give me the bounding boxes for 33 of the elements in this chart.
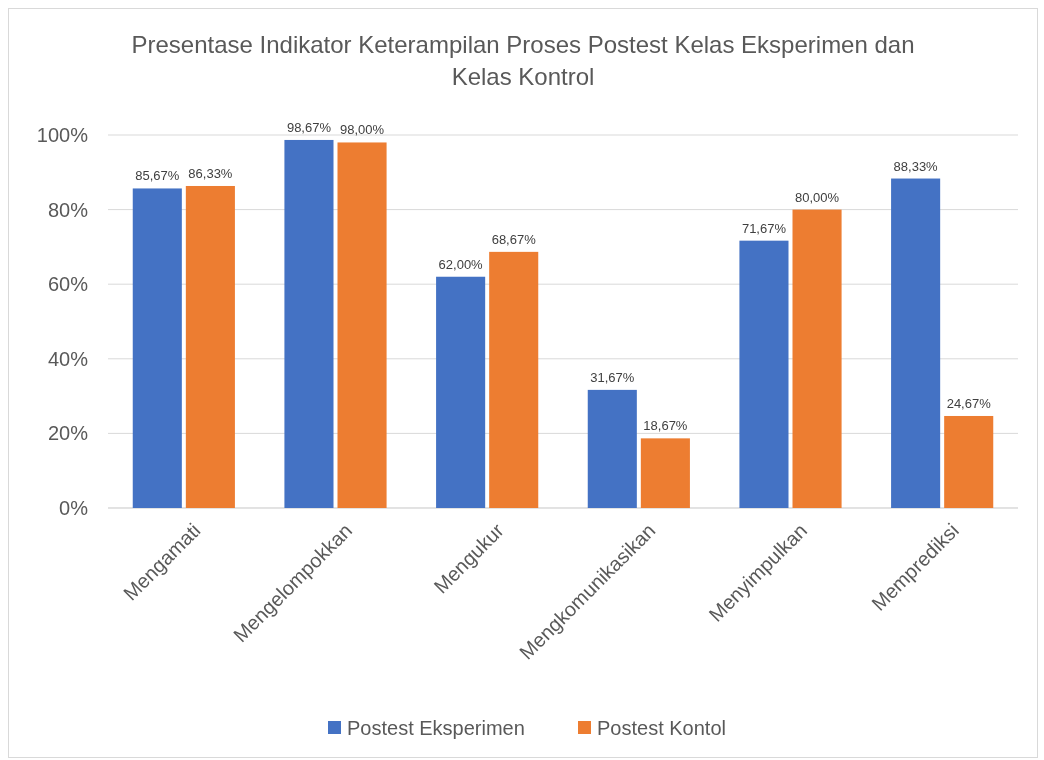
legend-label: Postest Kontol [597, 717, 726, 739]
y-tick-label: 0% [59, 497, 89, 519]
bar [337, 142, 387, 508]
y-tick-label: 80% [47, 198, 89, 221]
y-tick-label: 20% [47, 422, 89, 445]
data-label: 24,67% [946, 395, 992, 411]
y-tick-label: 60% [47, 273, 89, 296]
data-label: 62,00% [438, 256, 484, 272]
data-label: 86,33% [188, 165, 233, 181]
data-label: 80,00% [794, 189, 840, 205]
bar [132, 188, 182, 508]
data-label: 18,67% [643, 418, 688, 434]
data-label: 68,67% [491, 231, 537, 247]
data-label: 98,00% [339, 122, 385, 138]
chart-title: Presentase Indikator Keterampilan Proses Postest Kelas Eksperimen dan Kelas Kontrol [131, 31, 915, 90]
legend-label: Postest Eksperimen [347, 717, 525, 739]
bar [185, 185, 235, 508]
bar [891, 178, 941, 508]
data-label: 88,33% [893, 158, 939, 174]
y-tick-label: 40% [47, 347, 89, 370]
data-label: 85,67% [135, 168, 180, 184]
data-label: 31,67% [590, 369, 635, 385]
bar [640, 438, 690, 508]
bar [739, 240, 789, 508]
bar [792, 209, 842, 508]
data-label: 98,67% [286, 119, 332, 135]
bar [436, 276, 486, 508]
y-tick-label: 100% [36, 124, 89, 146]
data-label: 71,67% [741, 220, 787, 236]
bar [944, 415, 994, 508]
bar [284, 139, 334, 508]
bar [587, 389, 637, 508]
bar [489, 251, 539, 508]
